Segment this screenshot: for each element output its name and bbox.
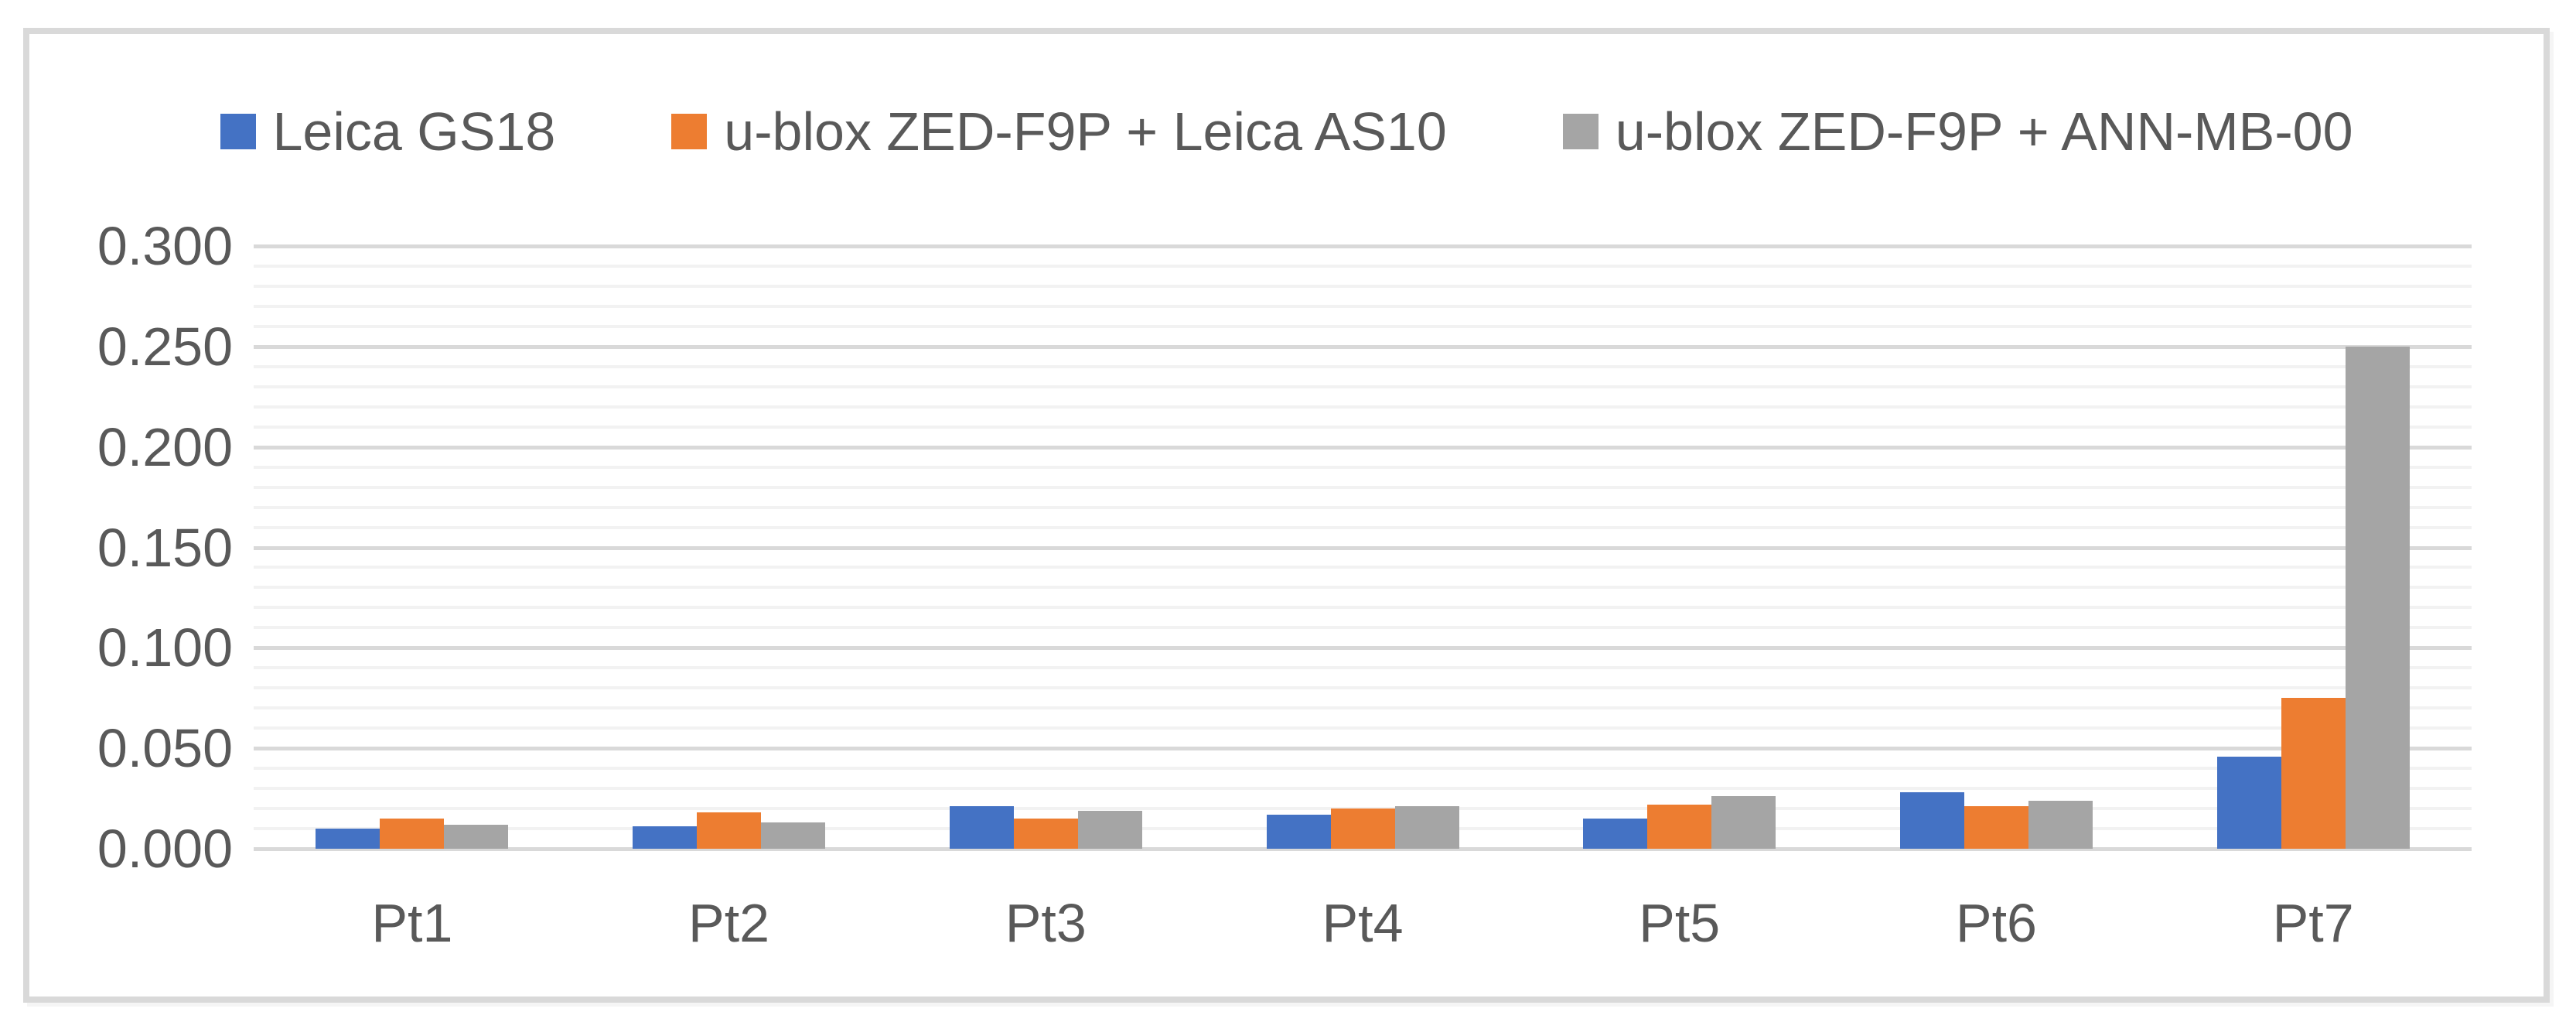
minor-gridline: [254, 566, 2472, 569]
minor-gridline: [254, 787, 2472, 791]
bar-pt4-series-3: [1394, 806, 1459, 849]
major-gridline: [254, 747, 2472, 751]
legend-swatch-icon: [1562, 114, 1598, 149]
minor-gridline: [254, 364, 2472, 368]
legend-swatch-icon: [671, 114, 708, 149]
bar-pt6-series-3: [2028, 800, 2093, 849]
y-tick-label: 0.250: [97, 316, 233, 377]
legend: Leica GS18 u-blox ZED-F9P + Leica AS10 u-b…: [29, 93, 2544, 170]
minor-gridline: [254, 606, 2472, 610]
bar-pt3-series-2: [1013, 819, 1078, 849]
y-tick-label: 0.000: [97, 819, 233, 879]
minor-gridline: [254, 706, 2472, 710]
y-tick-label: 0.050: [97, 718, 233, 779]
x-category-label-pt3: Pt3: [1005, 893, 1087, 953]
bar-pt7-series-2: [2281, 698, 2346, 849]
minor-gridline: [254, 465, 2472, 469]
bar-pt5-series-1: [1583, 819, 1648, 849]
bar-pt7-series-3: [2345, 346, 2410, 849]
minor-gridline: [254, 264, 2472, 268]
legend-label: Leica GS18: [272, 101, 556, 162]
legend-label: u-blox ZED-F9P + ANN-MB-00: [1615, 101, 2353, 162]
chart-frame: Leica GS18 u-blox ZED-F9P + Leica AS10 u-b…: [23, 28, 2550, 1003]
major-gridline: [254, 847, 2472, 851]
minor-gridline: [254, 405, 2472, 409]
bar-pt4-series-1: [1266, 814, 1331, 849]
bar-pt6-series-1: [1899, 792, 1964, 849]
bar-pt2-series-2: [697, 812, 762, 849]
minor-gridline: [254, 726, 2472, 730]
bar-pt5-series-3: [1711, 796, 1776, 849]
minor-gridline: [254, 626, 2472, 630]
minor-gridline: [254, 505, 2472, 509]
major-gridline: [254, 445, 2472, 450]
major-gridline: [254, 646, 2472, 651]
legend-item-1: Leica GS18: [220, 101, 556, 162]
y-tick-label: 0.300: [97, 216, 233, 276]
bar-pt1-series-1: [316, 829, 380, 849]
legend-item-3: u-blox ZED-F9P + ANN-MB-00: [1562, 101, 2353, 162]
bar-pt1-series-3: [444, 824, 509, 849]
minor-gridline: [254, 767, 2472, 771]
plot-area: [254, 244, 2472, 852]
minor-gridline: [254, 284, 2472, 288]
x-category-label-pt2: Pt2: [688, 893, 770, 953]
y-tick-label: 0.150: [97, 517, 233, 578]
legend-label: u-blox ZED-F9P + Leica AS10: [724, 101, 1447, 162]
major-gridline: [254, 545, 2472, 550]
minor-gridline: [254, 586, 2472, 590]
y-tick-label: 0.200: [97, 416, 233, 477]
x-category-label-pt5: Pt5: [1639, 893, 1721, 953]
bar-pt2-series-3: [761, 822, 826, 849]
major-gridline: [254, 344, 2472, 349]
legend-item-2: u-blox ZED-F9P + Leica AS10: [671, 101, 1447, 162]
bar-pt3-series-3: [1077, 810, 1142, 849]
bar-pt5-series-2: [1647, 804, 1712, 849]
minor-gridline: [254, 304, 2472, 308]
minor-gridline: [254, 666, 2472, 670]
minor-gridline: [254, 324, 2472, 328]
bar-pt4-series-2: [1330, 808, 1395, 849]
y-tick-label: 0.100: [97, 617, 233, 679]
minor-gridline: [254, 686, 2472, 690]
bar-pt1-series-2: [380, 819, 445, 849]
bar-pt6-series-2: [1964, 806, 2028, 849]
x-category-label-pt4: Pt4: [1322, 893, 1404, 953]
minor-gridline: [254, 385, 2472, 388]
bar-pt7-series-1: [2216, 756, 2281, 849]
minor-gridline: [254, 425, 2472, 429]
legend-swatch-icon: [220, 114, 256, 149]
x-category-label-pt7: Pt7: [2272, 893, 2354, 953]
bar-pt3-series-1: [949, 806, 1014, 849]
minor-gridline: [254, 525, 2472, 529]
major-gridline: [254, 244, 2472, 248]
minor-gridline: [254, 485, 2472, 489]
bar-pt2-series-1: [633, 826, 698, 849]
x-category-label-pt1: Pt1: [371, 893, 453, 953]
x-category-label-pt6: Pt6: [1955, 893, 2037, 953]
